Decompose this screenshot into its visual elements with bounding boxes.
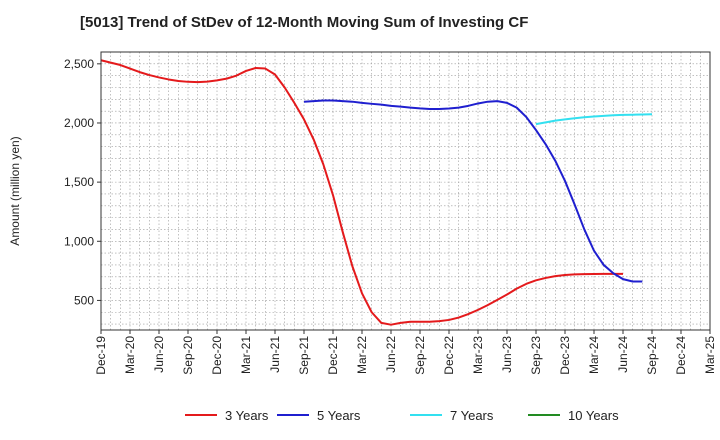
x-axis: Dec-19 Mar-20 Jun-20 Sep-20 Dec-20 Mar-21 Jun-… [94,330,717,375]
y-axis-label: Amount (million yen) [8,136,22,245]
y-tick-label: 1,500 [64,175,94,189]
x-tick-label: Sep-20 [181,336,195,375]
grid-layer [100,52,711,330]
x-tick-label: Sep-21 [297,336,311,375]
x-tick-label: Dec-19 [94,336,108,375]
series-line-5-years [303,99,643,283]
legend-label-10-years: 10 Years [568,408,619,423]
legend: 3 Years 5 Years 7 Years 10 Years [185,408,619,423]
x-tick-label: Dec-23 [558,336,572,375]
series-line-7-years [535,113,653,126]
plot-frame [100,51,711,331]
x-tick-label: Jun-24 [616,336,630,373]
x-tick-label: Mar-23 [471,336,485,374]
legend-label-5-years: 5 Years [317,408,361,423]
x-tick-label: Mar-24 [587,336,601,374]
x-tick-label: Jun-22 [384,336,398,373]
x-tick-label: Sep-22 [413,336,427,375]
x-tick-label: Jun-23 [500,336,514,373]
legend-label-7-years: 7 Years [450,408,494,423]
x-tick-label: Dec-24 [674,336,688,375]
x-tick-label: Jun-21 [268,336,282,373]
y-tick-label: 2,000 [64,116,94,130]
y-tick-label: 500 [74,293,94,307]
x-tick-label: Mar-25 [703,336,717,374]
y-tick-label: 2,500 [64,57,94,71]
x-tick-label: Dec-21 [326,336,340,375]
series-layer [100,59,653,326]
x-tick-label: Dec-22 [442,336,456,375]
y-axis: 500 1,000 1,500 2,000 2,500 [64,57,101,307]
x-tick-label: Mar-21 [239,336,253,374]
x-tick-label: Sep-23 [529,336,543,375]
x-tick-label: Mar-20 [123,336,137,374]
chart-title: [5013] Trend of StDev of 12-Month Moving… [80,14,529,31]
legend-label-3-years: 3 Years [225,408,269,423]
x-tick-label: Jun-20 [152,336,166,373]
y-tick-label: 1,000 [64,234,94,248]
x-tick-label: Mar-22 [355,336,369,374]
x-tick-label: Sep-24 [645,336,659,375]
x-tick-label: Dec-20 [210,336,224,375]
series-line-3-years [100,59,623,326]
